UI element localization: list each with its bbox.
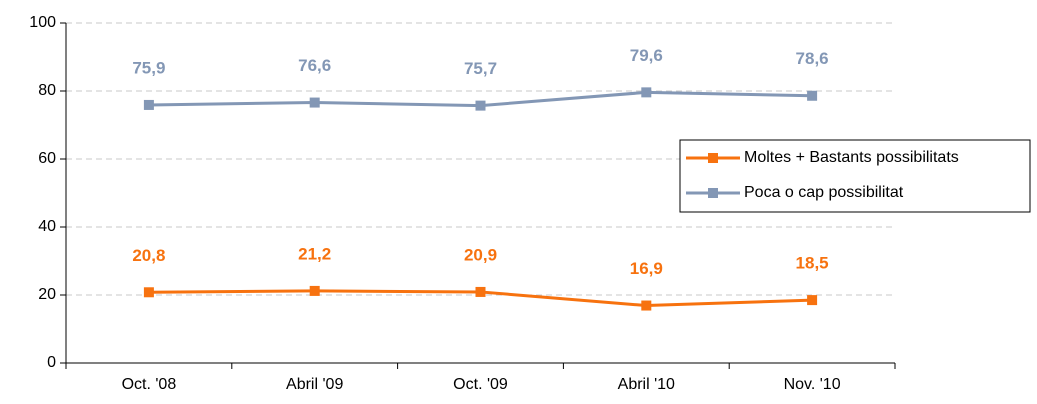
x-tick-label: Abril '09: [286, 376, 343, 393]
x-tick-label: Oct. '08: [122, 376, 177, 393]
point-marker: [807, 295, 818, 306]
data-label: 75,9: [132, 58, 165, 77]
data-label: 16,9: [630, 259, 663, 278]
data-label: 20,9: [464, 245, 497, 264]
y-tick-label: 80: [38, 82, 56, 99]
legend-label: Poca o cap possibilitat: [744, 184, 904, 201]
point-marker: [641, 300, 652, 311]
point-marker: [309, 97, 320, 108]
data-label: 78,6: [796, 49, 829, 68]
legend-box: [679, 139, 1031, 213]
x-tick-label: Nov. '10: [784, 376, 841, 393]
x-tick-label: Abril '10: [618, 376, 675, 393]
data-label: 21,2: [298, 244, 331, 263]
point-marker: [475, 286, 486, 297]
point-marker: [807, 90, 818, 101]
data-label: 20,8: [132, 246, 165, 265]
data-label: 76,6: [298, 56, 331, 75]
data-label: 79,6: [630, 46, 663, 65]
y-tick-label: 60: [38, 150, 56, 167]
point-marker: [309, 285, 320, 296]
legend-marker: [708, 153, 718, 163]
point-marker: [641, 87, 652, 98]
point-marker: [143, 287, 154, 298]
legend-marker: [708, 188, 718, 198]
x-tick-label: Oct. '09: [453, 376, 508, 393]
y-tick-label: 20: [38, 286, 56, 303]
point-marker: [475, 100, 486, 111]
y-tick-label: 0: [47, 354, 56, 371]
data-label: 18,5: [796, 254, 829, 273]
y-tick-label: 40: [38, 218, 56, 235]
legend-label: Moltes + Bastants possibilitats: [744, 149, 959, 166]
data-label: 75,7: [464, 59, 497, 78]
point-marker: [143, 99, 154, 110]
y-tick-label: 100: [29, 14, 56, 31]
